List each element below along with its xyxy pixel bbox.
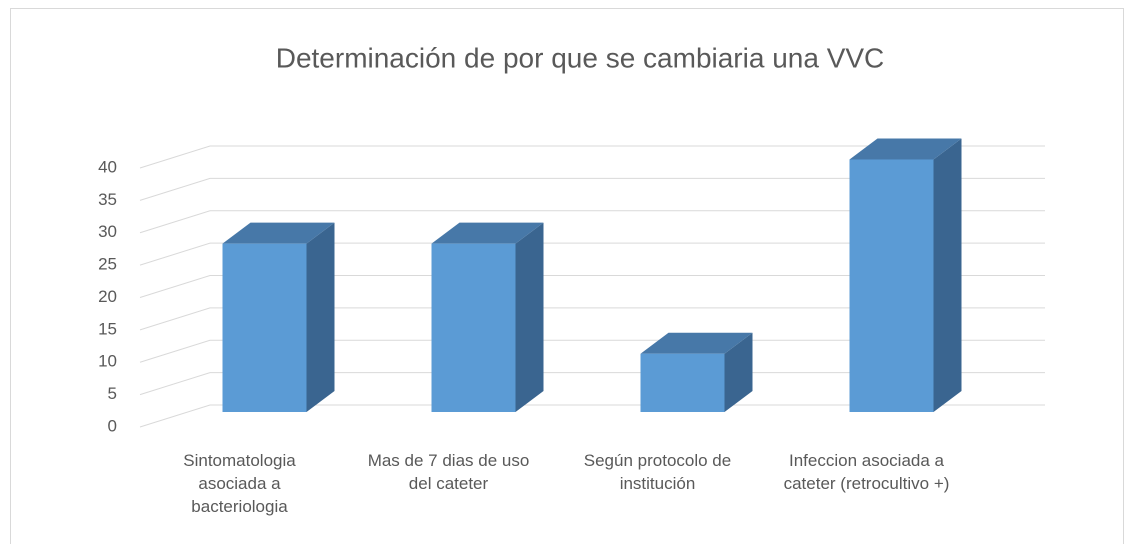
bar-side <box>515 222 544 412</box>
y-tick-label: 35 <box>98 190 117 209</box>
grid-line <box>139 275 1045 298</box>
bar-top <box>222 222 335 244</box>
y-tick-label: 30 <box>98 222 117 241</box>
grid-line <box>139 404 1045 428</box>
y-tick-label: 25 <box>98 255 117 274</box>
grid-line <box>139 372 1045 396</box>
y-tick-label: 20 <box>98 287 117 306</box>
x-tick-label: Sintomatologia asociada a bacteriologia <box>183 451 296 516</box>
y-tick-label: 15 <box>98 319 117 338</box>
grid-line <box>139 242 1045 266</box>
bar-top <box>431 222 544 244</box>
bar-side <box>724 332 753 412</box>
grid-line <box>139 177 1045 201</box>
chart-title: Determinación de por que se cambiaria un… <box>276 42 885 73</box>
x-tick-label: Según protocolo de institución <box>583 451 732 493</box>
y-tick-label: 10 <box>98 352 117 371</box>
bar-side <box>306 222 335 412</box>
bar-side <box>933 138 962 412</box>
x-tick-label: Mas de 7 dias de uso del cateter <box>367 451 530 493</box>
x-tick-label: Infeccion asociada a cateter (retroculti… <box>783 451 950 493</box>
bar <box>640 353 725 412</box>
grid-line <box>139 339 1045 363</box>
grid-line <box>139 210 1045 234</box>
grid-line <box>139 145 1045 169</box>
y-tick-label: 0 <box>108 416 117 435</box>
y-tick-label: 5 <box>108 384 117 403</box>
bar <box>849 159 934 412</box>
grid-line <box>139 307 1045 331</box>
bar <box>222 243 307 412</box>
bar-top <box>849 138 962 160</box>
bar <box>431 243 516 412</box>
y-tick-label: 40 <box>98 157 117 176</box>
bar-top <box>640 332 753 354</box>
